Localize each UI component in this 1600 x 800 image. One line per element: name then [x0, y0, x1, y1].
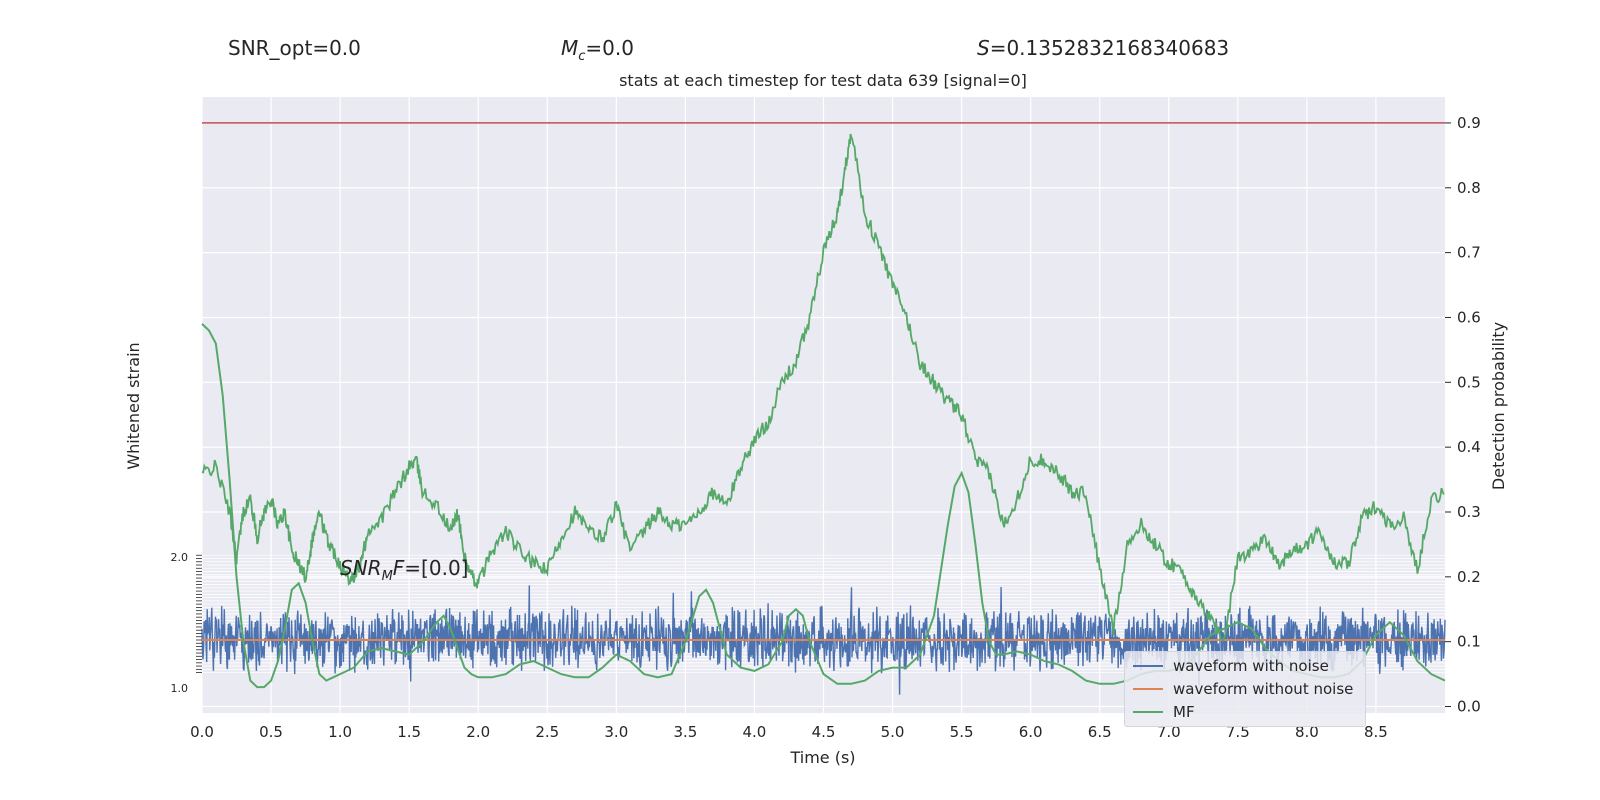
legend-swatch-clean	[1133, 688, 1163, 690]
legend-swatch-noise	[1133, 665, 1163, 667]
x-tick-label: 4.5	[812, 723, 836, 741]
chart-title: stats at each timestep for test data 639…	[619, 71, 1027, 90]
x-axis-ticks: 0.0 0.5 1.0 1.5 2.0 2.5 3.0 3.5 4.0 4.5 5.0 5.5 6.0 6…	[190, 723, 1388, 741]
chirp-mass-value: =0.0	[585, 36, 634, 60]
x-tick-label: 6.5	[1088, 723, 1112, 741]
legend-item-mf: MF	[1133, 702, 1195, 722]
left-axis-label: Whitened strain	[124, 342, 143, 469]
right-tick-label: 0.7	[1457, 244, 1481, 262]
right-tick-label: 0.8	[1457, 179, 1481, 197]
x-tick-label: 1.5	[397, 723, 421, 741]
right-tick-label: 0.9	[1457, 114, 1481, 132]
x-tick-label: 2.0	[466, 723, 490, 741]
x-tick-label: 7.5	[1226, 723, 1250, 741]
right-tick-label: 0.2	[1457, 568, 1481, 586]
chirp-mass-label: Mc=0.0	[561, 36, 634, 64]
x-tick-label: 8.0	[1295, 723, 1319, 741]
legend-item-noise: waveform with noise	[1133, 656, 1329, 676]
x-axis-label: Time (s)	[789, 748, 855, 767]
right-tick-label: 0.5	[1457, 373, 1481, 391]
left-axis-ticks: 2.0 1.0	[171, 551, 202, 695]
left-tick-label: 2.0	[171, 551, 189, 564]
right-tick-label: 0.3	[1457, 503, 1481, 521]
x-tick-label: 7.0	[1157, 723, 1181, 741]
chirp-mass-symbol: M	[561, 36, 579, 60]
snr-mf-value: =[0.0]	[404, 556, 469, 580]
x-tick-label: 6.0	[1019, 723, 1043, 741]
x-tick-label: 2.5	[535, 723, 559, 741]
s-value: =0.1352832168340683	[989, 36, 1230, 60]
legend-item-clean: waveform without noise	[1133, 679, 1353, 699]
snr-mf-subscript: M	[381, 569, 393, 584]
right-axis-ticks: 0.0 0.1 0.2 0.3 0.4 0.5 0.6 0.7 0.8 0.9	[1445, 114, 1481, 716]
chirp-mass-subscript: c	[578, 49, 586, 64]
s-statistic-label: S=0.1352832168340683	[977, 36, 1229, 60]
x-tick-label: 0.0	[190, 723, 214, 741]
right-tick-label: 0.4	[1457, 438, 1481, 456]
left-tick-label: 1.0	[171, 682, 189, 695]
legend-label-clean: waveform without noise	[1173, 680, 1354, 698]
x-tick-label: 1.0	[328, 723, 352, 741]
snr-mf-mid: F	[392, 556, 405, 580]
right-axis-label: Detection probability	[1489, 322, 1508, 490]
x-tick-label: 3.0	[604, 723, 628, 741]
x-tick-label: 5.5	[950, 723, 974, 741]
series-detection-probability	[201, 133, 1445, 643]
snr-mf-annotation: SNRMF=[0.0]	[340, 556, 468, 584]
legend-label-noise: waveform with noise	[1173, 657, 1329, 675]
x-tick-label: 3.5	[673, 723, 697, 741]
x-tick-label: 0.5	[259, 723, 283, 741]
right-tick-label: 0.6	[1457, 308, 1481, 326]
x-tick-label: 5.0	[881, 723, 905, 741]
right-tick-label: 0.0	[1457, 698, 1481, 716]
legend: waveform with noise waveform without noi…	[1124, 651, 1366, 727]
right-tick-label: 0.1	[1457, 633, 1481, 651]
legend-swatch-mf	[1133, 711, 1163, 713]
x-tick-label: 4.0	[743, 723, 767, 741]
x-tick-label: 8.5	[1364, 723, 1388, 741]
legend-label-mf: MF	[1173, 703, 1195, 721]
snr-mf-prefix: SNR	[340, 556, 382, 580]
snr-opt-label: SNR_opt=0.0	[228, 36, 361, 60]
s-symbol: S	[977, 36, 990, 60]
